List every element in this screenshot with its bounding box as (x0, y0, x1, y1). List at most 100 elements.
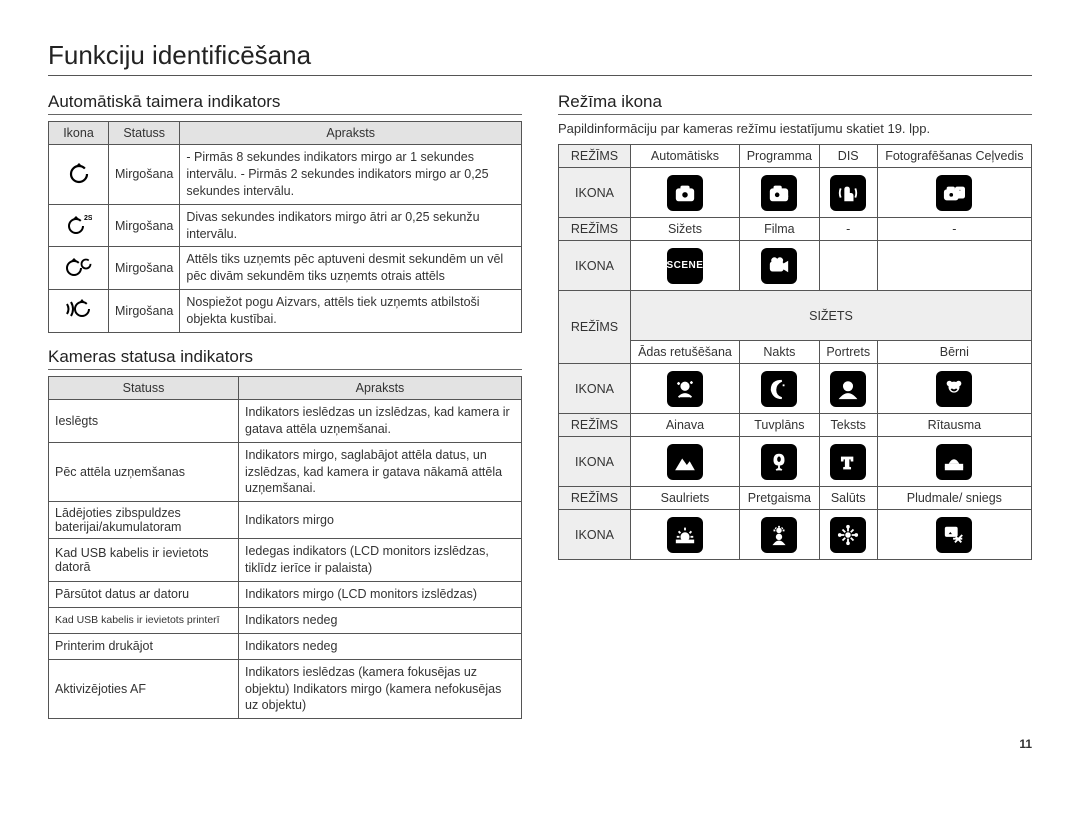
sunset-icon (667, 517, 703, 553)
status-cell: Aktivizējoties AF (49, 659, 239, 719)
mode-name: Portrets (819, 341, 877, 364)
timer-status: Mirgošana (109, 247, 180, 290)
mode-name: Pludmale/ sniegs (877, 487, 1031, 510)
timer-status: Mirgošana (109, 290, 180, 333)
mode-icon-cell (631, 364, 740, 414)
table-row: 2S Mirgošana Divas sekundes indikators m… (49, 204, 522, 247)
status-col-desc: Apraksts (239, 376, 522, 399)
timer-heading: Automātiskā taimera indikators (48, 92, 522, 112)
mode-icon-cell: SCENE (631, 241, 740, 291)
mode-icon-cell (739, 510, 819, 560)
mode-icon-cell (877, 364, 1031, 414)
timer-2s-icon: 2S (66, 212, 92, 240)
mode-table: REŽĪMSAutomātisksProgrammaDISFotografēša… (558, 144, 1032, 560)
status-desc: Indikators ieslēdzas un izslēdzas, kad k… (239, 399, 522, 442)
icon-label: IKONA (559, 437, 631, 487)
mode-name: Ādas retušēšana (631, 341, 740, 364)
dis-hand-icon (830, 175, 866, 211)
mode-icon-cell: P (739, 168, 819, 218)
svg-text:2S: 2S (84, 215, 92, 222)
mode-name: Tuvplāns (739, 414, 819, 437)
icon-label: IKONA (559, 168, 631, 218)
beach-snow-icon (936, 517, 972, 553)
mode-icon-cell: T (819, 437, 877, 487)
status-cell: Lādējoties zibspuldzes baterijai/akumula… (49, 502, 239, 539)
mode-name: Filma (739, 218, 819, 241)
status-cell: Kad USB kabelis ir ievietots printerī (49, 607, 239, 633)
mode-label: REŽĪMS (559, 487, 631, 510)
status-cell: Kad USB kabelis ir ievietots datorā (49, 539, 239, 582)
status-rule (48, 369, 522, 370)
mode-rule (558, 114, 1032, 115)
svg-text:P: P (783, 192, 788, 201)
page-title: Funkciju identificēšana (48, 40, 1032, 71)
mode-name: - (819, 218, 877, 241)
timer-10-icon (67, 160, 91, 188)
title-rule (48, 75, 1032, 76)
mode-name: Bērni (877, 341, 1031, 364)
mode-name: Automātisks (631, 145, 740, 168)
text-icon: T (830, 444, 866, 480)
timer-desc: Nospiežot pogu Aizvars, attēls tiek uzņe… (180, 290, 522, 333)
mode-icon-cell (631, 510, 740, 560)
landscape-icon (667, 444, 703, 480)
mode-name: DIS (819, 145, 877, 168)
mode-name: Nakts (739, 341, 819, 364)
mode-icon-cell (739, 437, 819, 487)
motion-timer-icon (64, 298, 94, 324)
table-row: Mirgošana - Pirmās 8 sekundes indikators… (49, 145, 522, 205)
table-row: Mirgošana Nospiežot pogu Aizvars, attēls… (49, 290, 522, 333)
timer-table: Ikona Statuss Apraksts Mirgošana - Pirmā… (48, 121, 522, 333)
mode-name: Programma (739, 145, 819, 168)
mode-icon-cell (739, 241, 819, 291)
fireworks-icon (830, 517, 866, 553)
mode-icon-cell (819, 510, 877, 560)
mode-label: REŽĪMS (559, 414, 631, 437)
mode-name: Ainava (631, 414, 740, 437)
mode-icon-cell (819, 168, 877, 218)
status-desc: Indikators mirgo (239, 502, 522, 539)
table-row: Pēc attēla uzņemšanasIndikators mirgo, s… (49, 442, 522, 502)
status-heading: Kameras statusa indikators (48, 347, 522, 367)
mode-name: Fotografēšanas Ceļvedis (877, 145, 1031, 168)
timer-col-icon: Ikona (49, 122, 109, 145)
portrait-icon (830, 371, 866, 407)
closeup-icon (761, 444, 797, 480)
mode-icon-cell (877, 510, 1031, 560)
status-desc: Indikators nedeg (239, 633, 522, 659)
table-row: Printerim drukājotIndikators nedeg (49, 633, 522, 659)
status-col-status: Statuss (49, 376, 239, 399)
status-desc: Indikators ieslēdzas (kamera fokusējas u… (239, 659, 522, 719)
mode-icon-cell (877, 168, 1031, 218)
backlight-icon (761, 517, 797, 553)
status-cell: Pēc attēla uzņemšanas (49, 442, 239, 502)
mode-icon-cell (819, 241, 877, 291)
timer-double-icon (64, 254, 94, 282)
mode-name: - (877, 218, 1031, 241)
svg-text:T: T (842, 453, 853, 472)
mode-name: Pretgaisma (739, 487, 819, 510)
icon-label: IKONA (559, 241, 631, 291)
mode-heading: Režīma ikona (558, 92, 1032, 112)
mode-icon-cell (631, 437, 740, 487)
scene-label-icon: SCENE (667, 248, 703, 284)
camera-p-icon: P (761, 175, 797, 211)
mode-icon-cell (877, 241, 1031, 291)
mode-icon-cell (631, 168, 740, 218)
status-cell: Printerim drukājot (49, 633, 239, 659)
table-row: Pārsūtot datus ar datoruIndikators mirgo… (49, 582, 522, 608)
mode-name: Rītausma (877, 414, 1031, 437)
timer-desc: - Pirmās 8 sekundes indikators mirgo ar … (180, 145, 522, 205)
mode-icon-cell (877, 437, 1031, 487)
table-row: Mirgošana Attēls tiks uzņemts pēc aptuve… (49, 247, 522, 290)
table-row: Lādējoties zibspuldzes baterijai/akumula… (49, 502, 522, 539)
status-table: Statuss Apraksts IeslēgtsIndikators iesl… (48, 376, 522, 719)
table-row: Kad USB kabelis ir ievietots datorāIedeg… (49, 539, 522, 582)
status-cell: Ieslēgts (49, 399, 239, 442)
page-number: 11 (48, 737, 1032, 751)
camera-auto-icon (667, 175, 703, 211)
timer-status: Mirgošana (109, 204, 180, 247)
status-cell: Pārsūtot datus ar datoru (49, 582, 239, 608)
status-desc: Indikators nedeg (239, 607, 522, 633)
mode-label: REŽĪMS (559, 145, 631, 168)
